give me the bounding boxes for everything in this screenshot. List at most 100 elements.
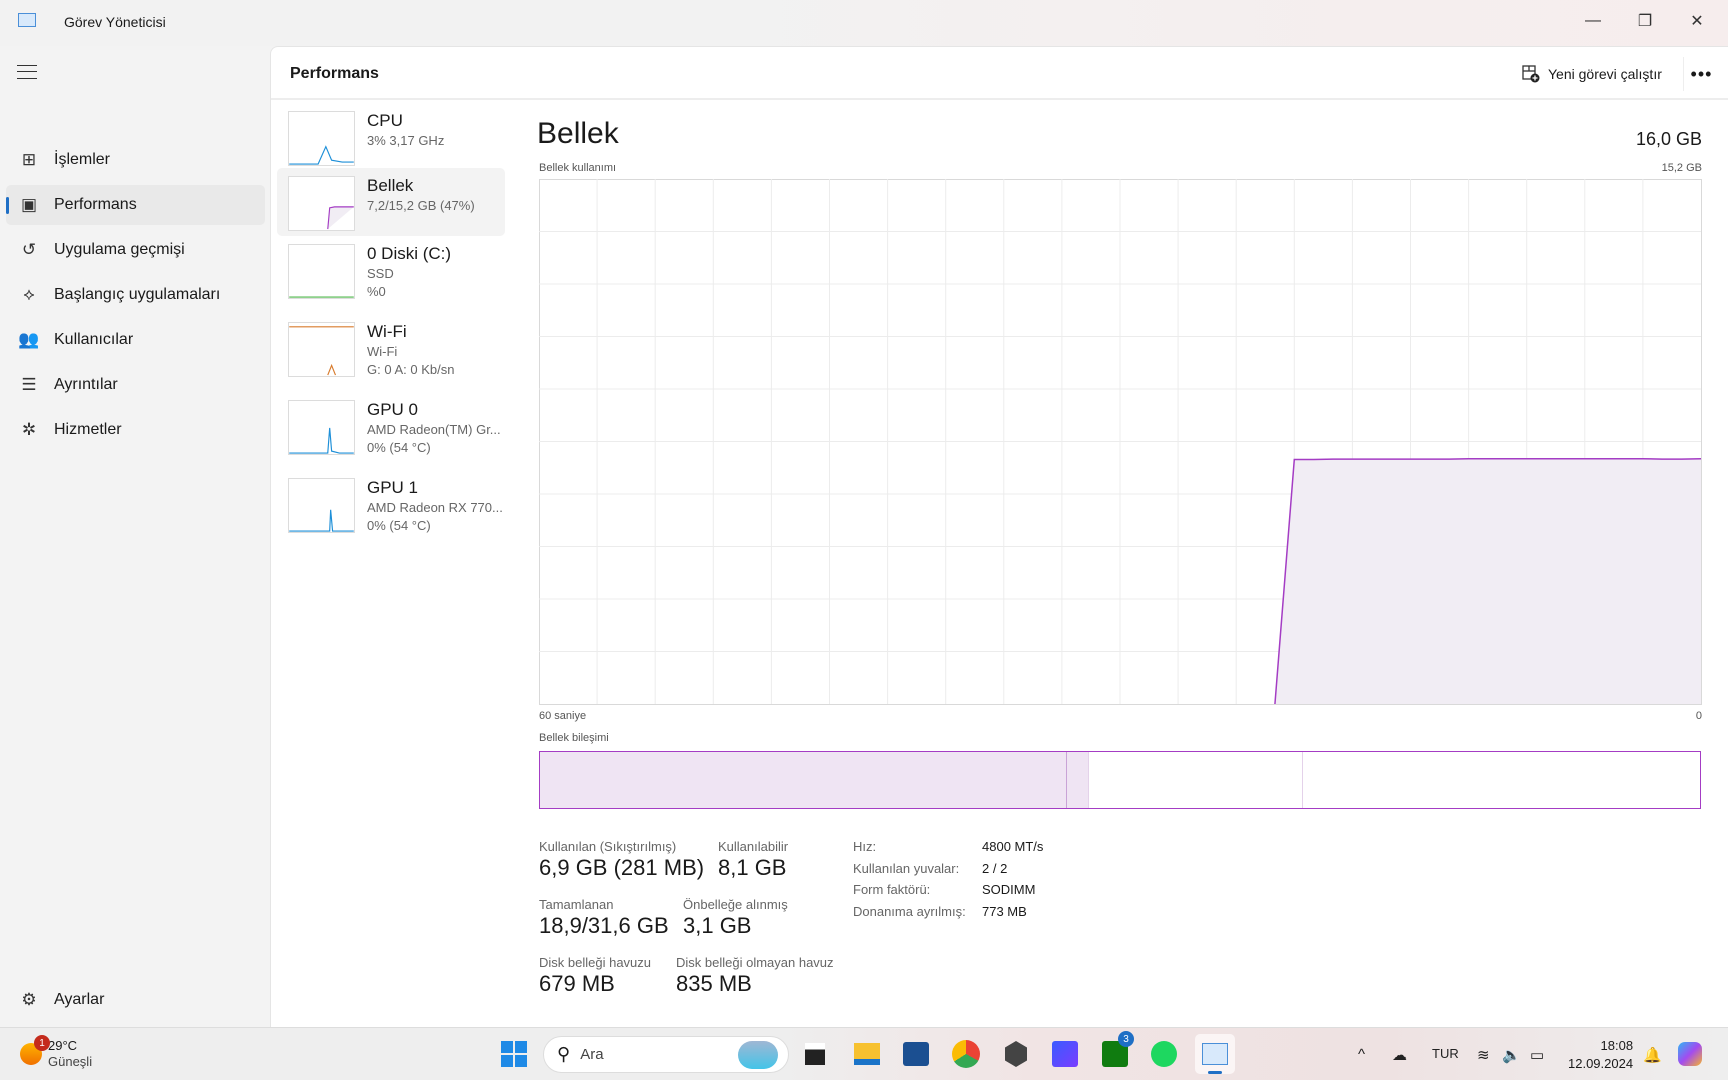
window-title: Görev Yöneticisi xyxy=(64,14,166,30)
taskbar-app-m[interactable] xyxy=(1048,1037,1082,1071)
page-title: Performans xyxy=(290,65,379,82)
sidebar-item-performance[interactable]: ▣ Performans xyxy=(6,185,265,225)
taskbar-chrome[interactable] xyxy=(949,1037,983,1071)
device-bellek[interactable]: Bellek 7,2/15,2 GB (47%) xyxy=(277,168,505,236)
close-button[interactable]: ✕ xyxy=(1690,13,1704,30)
folder-icon xyxy=(854,1043,880,1065)
usage-max-label: 15,2 GB xyxy=(1661,162,1702,174)
details-icon: ☰ xyxy=(21,375,37,394)
usage-label: Bellek kullanımı xyxy=(539,162,617,174)
detail-value: 4800 MT/s xyxy=(982,839,1044,854)
notification-bell-icon[interactable]: 🔔 xyxy=(1643,1047,1662,1064)
taskbar-terminal[interactable] xyxy=(798,1037,832,1071)
new-task-icon xyxy=(1522,65,1540,83)
sidebar-item-details[interactable]: ☰ Ayrıntılar xyxy=(6,365,265,405)
run-new-task-button[interactable]: Yeni görevi çalıştır xyxy=(1516,57,1668,91)
taskbar-spotify[interactable] xyxy=(1147,1037,1181,1071)
taskbar-file-explorer[interactable] xyxy=(850,1037,884,1071)
maximize-button[interactable]: ❐ xyxy=(1637,13,1653,30)
minimize-button[interactable]: — xyxy=(1585,12,1601,29)
detail-value: 773 MB xyxy=(982,903,1027,919)
composition-segment-free[interactable] xyxy=(1303,752,1700,808)
language-indicator[interactable]: TUR xyxy=(1432,1046,1459,1061)
volume-icon[interactable]: 🔈 xyxy=(1502,1047,1521,1064)
device-0-diski-c[interactable]: 0 Diski (C:) SSD %0 xyxy=(277,236,505,314)
device-gpu-1[interactable]: GPU 1 AMD Radeon RX 770... 0% (54 °C) xyxy=(277,470,505,548)
stat-value: 8,1 GB xyxy=(718,855,787,880)
taskbar-store[interactable] xyxy=(899,1037,933,1071)
memory-composition-bar xyxy=(539,751,1701,809)
stat-value: 835 MB xyxy=(676,971,752,996)
store-icon xyxy=(903,1042,929,1066)
device-subtext: 7,2/15,2 GB (47%) xyxy=(367,198,475,213)
clock-time: 18:08 xyxy=(1600,1038,1634,1053)
gear-icon: ⚙ xyxy=(21,990,37,1009)
stat-label: Tamamlanan xyxy=(539,897,614,912)
stat-label: Önbelleğe alınmış xyxy=(683,897,788,912)
hamburger-menu-icon[interactable] xyxy=(17,65,37,79)
device-wi-fi[interactable]: Wi-Fi Wi-Fi G: 0 A: 0 Kb/sn xyxy=(277,314,505,392)
device-thumbnail-graph xyxy=(288,400,355,455)
sidebar: ⊞ İşlemler ▣ Performans ↺ Uygulama geçmişi ⟡ Ba… xyxy=(0,46,270,1027)
wifi-icon[interactable]: ≋ xyxy=(1477,1047,1490,1064)
stat-label: Disk belleği havuzu xyxy=(539,955,652,970)
copilot-button[interactable] xyxy=(1675,1037,1705,1071)
weather-widget[interactable]: 1 29°C Güneşli xyxy=(20,1035,120,1071)
clock[interactable]: 18:08 12.09.2024 xyxy=(1568,1037,1633,1073)
taskbar-app-hex[interactable] xyxy=(999,1037,1033,1071)
task-manager-icon xyxy=(18,13,36,27)
xbox-badge: 3 xyxy=(1118,1031,1134,1047)
taskbar-task-manager[interactable] xyxy=(1195,1034,1235,1074)
sidebar-item-processes[interactable]: ⊞ İşlemler xyxy=(6,140,265,180)
sidebar-item-startup[interactable]: ⟡ Başlangıç uygulamaları xyxy=(6,275,265,315)
performance-icon: ▣ xyxy=(20,195,38,214)
time-right-label: 0 xyxy=(1695,710,1702,722)
start-button[interactable] xyxy=(497,1037,531,1071)
users-icon: 👥 xyxy=(18,330,40,349)
header: Performans Yeni görevi çalıştır ••• xyxy=(271,47,1728,100)
device-name: GPU 1 xyxy=(367,478,419,497)
stat-label: Kullanılabilir xyxy=(718,839,789,854)
onedrive-error-icon[interactable]: ☁ xyxy=(1392,1047,1407,1064)
device-name: GPU 0 xyxy=(367,400,419,419)
memory-usage-area xyxy=(1274,458,1701,704)
device-thumbnail-graph xyxy=(288,176,355,231)
device-name: 0 Diski (C:) xyxy=(367,244,452,263)
search-highlight-icon xyxy=(738,1040,778,1069)
taskbar-xbox[interactable]: 3 xyxy=(1098,1031,1134,1071)
title-bar: Görev Yöneticisi — ❐ ✕ xyxy=(0,0,1728,46)
task-manager-icon xyxy=(1202,1043,1228,1065)
run-new-task-label: Yeni görevi çalıştır xyxy=(1548,66,1662,82)
device-thumbnail-graph xyxy=(288,478,355,533)
detail-value: 2 / 2 xyxy=(982,860,1008,876)
sidebar-item-history[interactable]: ↺ Uygulama geçmişi xyxy=(6,230,265,270)
sidebar-item-services[interactable]: ✲ Hizmetler xyxy=(6,410,265,450)
sidebar-item-label: Başlangıç uygulamaları xyxy=(54,286,221,303)
weather-desc: Güneşli xyxy=(48,1054,93,1069)
detail-label: Donanıma ayrılmış: xyxy=(853,903,966,919)
composition-segment-in-use[interactable] xyxy=(540,752,1067,808)
weather-temp: 29°C xyxy=(48,1038,78,1053)
show-hidden-icons-button[interactable]: ^ xyxy=(1358,1046,1366,1063)
sidebar-item-settings[interactable]: ⚙ Ayarlar xyxy=(6,980,265,1020)
device-name: Bellek xyxy=(367,176,414,195)
sidebar-item-label: Performans xyxy=(54,196,137,213)
history-icon: ↺ xyxy=(21,240,37,259)
windows-logo-icon xyxy=(501,1041,527,1067)
composition-segment-modified[interactable] xyxy=(1066,752,1090,808)
device-subtext: 0% (54 °C) xyxy=(367,440,431,455)
device-cpu[interactable]: CPU 3% 3,17 GHz xyxy=(277,103,505,171)
search-box[interactable]: ⚲ Ara xyxy=(543,1036,789,1073)
time-left-label: 60 saniye xyxy=(539,710,587,722)
device-gpu-0[interactable]: GPU 0 AMD Radeon(TM) Gr... 0% (54 °C) xyxy=(277,392,505,470)
sidebar-item-label: Hizmetler xyxy=(54,421,122,438)
chrome-icon xyxy=(952,1040,980,1068)
spotify-icon xyxy=(1151,1041,1177,1067)
sidebar-item-label: Kullanıcılar xyxy=(54,331,134,348)
sidebar-item-users[interactable]: 👥 Kullanıcılar xyxy=(6,320,265,360)
more-options-button[interactable]: ••• xyxy=(1683,57,1719,91)
battery-icon[interactable]: ▭ xyxy=(1530,1047,1545,1064)
composition-segment-standby[interactable] xyxy=(1089,752,1304,808)
stat-label: Kullanılan (Sıkıştırılmış) xyxy=(539,839,677,854)
device-thumbnail-graph xyxy=(288,244,355,299)
